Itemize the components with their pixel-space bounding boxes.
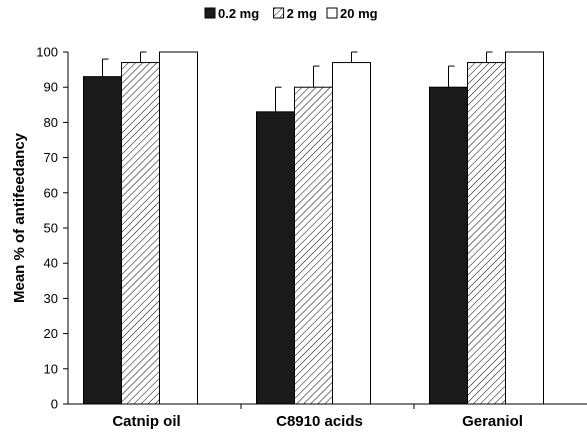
legend-label: 2 mg [287,6,317,21]
y-tick-label: 50 [44,221,58,236]
bar [467,62,506,405]
y-tick-label: 90 [44,80,58,95]
category-labels: Catnip oil C8910 acids Geraniol [112,413,523,430]
bar [83,76,122,405]
axes: 0 10 20 30 40 50 60 70 80 90 100 [36,45,587,412]
bar [294,86,333,405]
bar [256,111,295,405]
bar [505,51,544,405]
legend-swatch [204,7,216,19]
legend-swatch [273,7,285,19]
y-tick-label: 20 [44,326,58,341]
y-tick-label: 70 [44,150,58,165]
legend-label: 0.2 mg [218,6,259,21]
bars [83,51,544,405]
bar [121,62,160,405]
y-axis-label: Mean % of antifeedancy [11,132,28,303]
bar [159,51,198,405]
bar [332,62,371,405]
y-tick-label: 80 [44,115,58,130]
category-label: Geraniol [462,413,523,430]
legend-label: 20 mg [340,6,378,21]
legend: 0.2 mg 2 mg 20 mg [204,6,378,21]
category-label: C8910 acids [276,413,363,430]
y-tick-label: 40 [44,256,58,271]
y-tick-label: 10 [44,361,58,376]
y-tick-label: 100 [36,45,58,60]
y-tick-label: 60 [44,185,58,200]
y-tick-label: 0 [51,397,58,412]
legend-swatch [326,7,338,19]
bar [429,86,468,405]
y-tick-label: 30 [44,291,58,306]
category-label: Catnip oil [112,413,180,430]
